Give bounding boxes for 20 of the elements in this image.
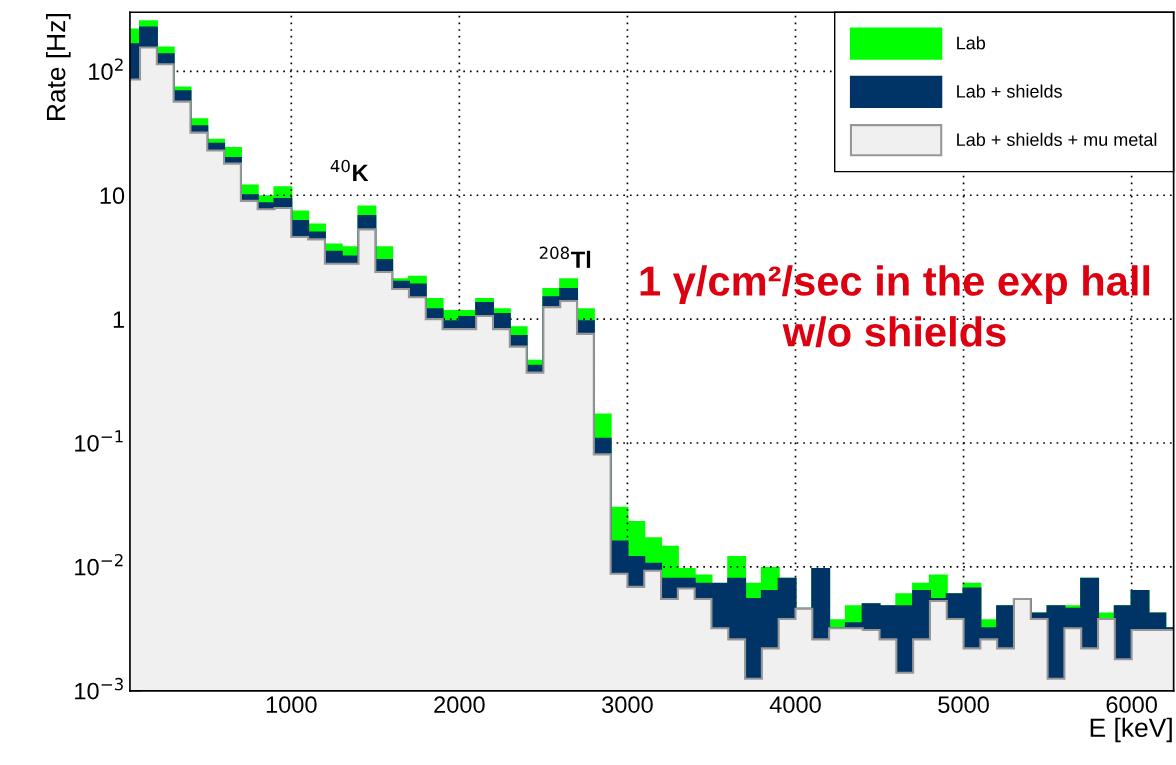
- y-tick-label: 1: [113, 311, 124, 328]
- x-tick-label: 4000: [769, 696, 821, 713]
- y-tick-label: 10: [100, 187, 125, 205]
- x-tick-label: 1000: [266, 696, 317, 713]
- annotation: $^{40}$K: [330, 159, 369, 182]
- legend-label: Lab + shields: [957, 84, 1062, 98]
- y-tick-label: 10$^{−3}$: [75, 677, 123, 700]
- annotation: $^{208}$Tl: [539, 246, 591, 268]
- legend-label: Lab + shields + mu metal: [957, 132, 1157, 147]
- x-tick-label: 5000: [938, 696, 989, 713]
- y-tick-label: 10$^{2}$: [89, 58, 123, 80]
- y-tick-label: 10$^{−1}$: [75, 430, 123, 452]
- x-axis-title: E [keV]: [1090, 717, 1172, 743]
- y-axis-title: Rate [Hz]: [46, 14, 71, 121]
- x-tick-label: 6000: [1106, 696, 1157, 713]
- x-tick-label: 2000: [434, 696, 485, 713]
- x-tick-label: 3000: [602, 696, 653, 713]
- annotation: 1 γ/cm²/sec in the exp hall w/o shields: [640, 265, 1150, 348]
- y-tick-label: 10$^{−2}$: [75, 553, 123, 576]
- legend-label: Lab: [957, 36, 986, 50]
